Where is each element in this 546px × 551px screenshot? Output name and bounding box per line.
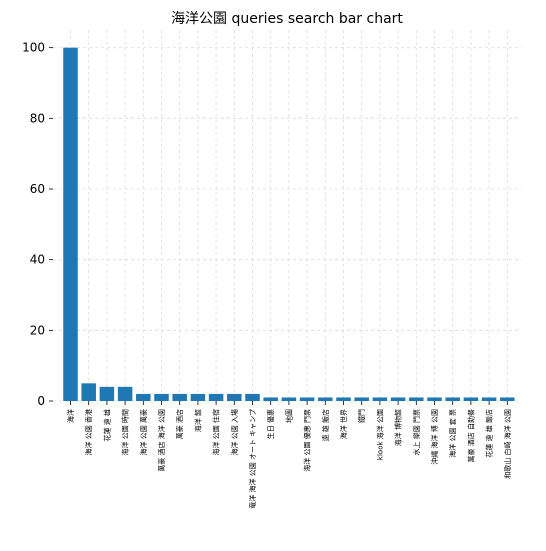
x-tick-label: 花蓮 遠 雄 [102,409,111,441]
y-tick-label: 20 [30,323,45,337]
bar [390,397,406,401]
bar [481,397,497,401]
y-tick-label: 80 [30,111,45,125]
bar [154,393,169,401]
bar [208,393,224,401]
bar [372,397,388,401]
x-tick-label: 和歌山 白崎 海洋 公園 [503,409,512,479]
x-tick-label: 萬豪 酒店 [175,409,184,439]
x-tick-label: 地圖 [284,409,293,423]
x-tick-label: 海洋 博物館 [394,409,403,446]
bars-layer [63,47,515,402]
x-tick-label: 海洋 公園 萬豪 [139,409,148,455]
bar [63,47,78,402]
bar [463,397,479,401]
x-tick-label: 沖繩 海洋 博 公園 [430,409,439,465]
bar [299,397,315,401]
y-tick-label: 40 [30,253,45,267]
bar [190,393,206,401]
x-tick-label: 海洋 館 [193,409,202,432]
bar [245,393,260,401]
x-tick-label: 海洋 公園 入場 [230,409,239,455]
bar [81,383,96,401]
x-tick-label: 海洋 公園 套 票 [448,409,457,458]
y-axis: 0 20 40 60 80 100 [22,41,53,408]
x-tick-label: 生日 優惠 [266,409,275,439]
bar [445,397,460,401]
chart-title: 海洋公園 queries search bar chart [171,11,403,27]
x-tick-label: 遠 雄 飯店 [321,409,330,441]
x-tick-label: 水上 樂園 門票 [412,409,421,455]
bar [172,393,187,401]
x-tick-label: 萬豪 酒店 自助餐 [466,409,475,462]
x-tick-label: 花蓮 遠 雄 飯店 [485,409,494,458]
x-tick-label: klook 海洋 公園 [375,409,384,460]
bar [409,397,424,401]
x-tick-label: 海洋 公園 住宿 [212,409,221,455]
bar [427,397,442,401]
bar [281,397,297,401]
x-tick-label: 海洋 [66,409,75,423]
x-tick-label: 竜洋 海洋 公園 オート キャンプ [248,409,257,509]
bar [117,386,133,401]
x-tick-label: 海洋 公園 優惠 門票 [303,409,312,472]
bar [136,393,151,401]
x-axis: 海洋 海洋 公園 香港 花蓮 遠 雄海洋 公園 時間 海洋 公園 萬豪 萬豪 酒店 海洋… [66,401,512,509]
grid-layer [53,30,522,402]
bar [99,386,115,401]
x-tick-label: 海洋 世界 [339,409,348,439]
bar [263,397,278,401]
x-tick-label: 海洋 公園 時間 [121,409,130,455]
y-tick-label: 0 [37,394,45,408]
bar [318,397,333,401]
y-tick-label: 100 [22,41,45,55]
y-tick-label: 60 [30,182,45,196]
x-tick-label: 海洋 公園 香港 [84,409,93,455]
x-tick-label: 萬豪 酒店 海洋 公園 [157,409,166,472]
x-tick-label: 鐵門 [357,409,366,423]
bar [354,397,369,401]
bar [500,397,515,401]
bar [227,393,242,401]
bar [336,397,351,401]
